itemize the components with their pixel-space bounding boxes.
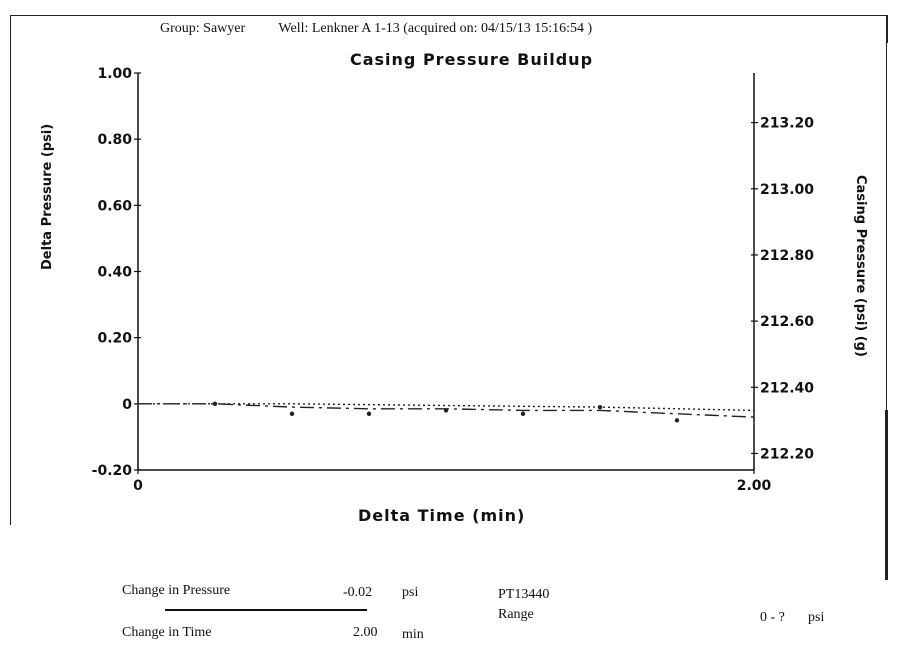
range-value: 0 - ? [760,610,785,625]
change-time-unit: min [402,627,424,642]
report-header: Group: Sawyer Well: Lenkner A 1-13 (acqu… [160,21,622,37]
y-right-tick-label: 212.40 [760,380,814,396]
y-axis-left-label: Delta Pressure (psi) [40,123,55,270]
y-left-tick-label: -0.20 [92,463,133,479]
y-right-tick-label: 212.60 [760,314,814,330]
group-label: Group: Sawyer [160,21,246,36]
range-unit: psi [808,610,825,625]
data-point [597,404,603,410]
y-right-tick-label: 212.20 [760,446,814,462]
frame-right-edge [886,15,887,410]
change-time-label: Change in Time [122,625,212,640]
change-pressure-label: Change in Pressure [122,583,231,598]
change-time-value: 2.00 [353,625,378,640]
data-point [289,411,295,416]
y-left-tick-label: 0.40 [97,265,132,281]
data-point [443,408,449,413]
x-tick-label: 2.00 [737,478,772,494]
range-label: Range [498,607,534,622]
y-right-tick-label: 213.20 [760,116,814,132]
chart-title: Casing Pressure Buildup [349,50,594,69]
x-tick-label: 0 [133,478,143,494]
y-left-tick-label: 1.00 [97,66,132,82]
y-axis-right-label: Casing Pressure (psi) (g) [853,175,868,357]
y-right-tick-label: 212.80 [760,248,814,264]
data-point [674,418,680,423]
frame-left-edge [10,15,11,525]
y-left-tick-label: 0 [122,397,132,413]
change-pressure-unit: psi [402,585,419,600]
gauge-id: PT13440 [498,587,550,602]
data-point [366,411,372,416]
x-axis-label: Delta Time (min) [358,506,526,525]
data-point [520,411,526,416]
data-point [212,401,218,407]
y-left-tick-label: 0.60 [97,198,132,214]
y-left-tick-label: 0.80 [97,132,132,148]
change-pressure-value: -0.02 [343,585,373,600]
y-left-tick-label: 0.20 [97,331,132,347]
fraction-rule [165,609,367,611]
well-label: Well: Lenkner A 1-13 (acquired on: 04/15… [278,21,593,36]
frame-right-edge-lower [885,410,888,580]
y-right-tick-label: 213.00 [760,182,814,198]
